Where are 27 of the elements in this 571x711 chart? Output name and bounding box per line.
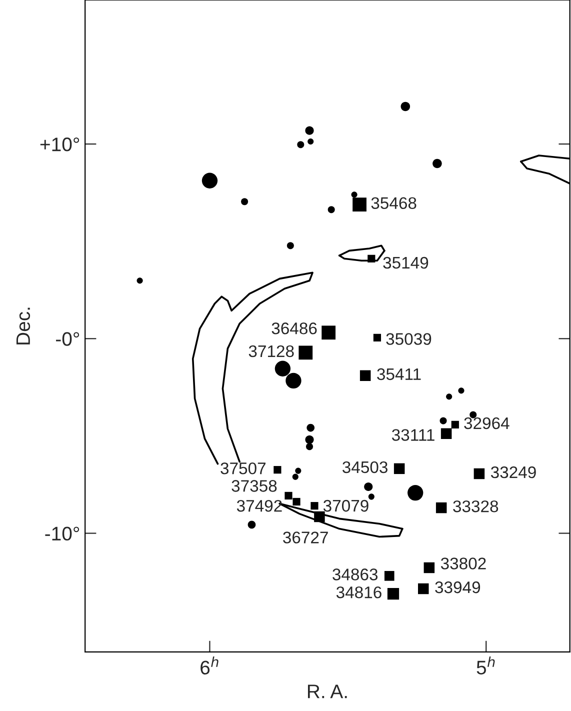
annotation: 33802	[440, 558, 486, 570]
x-tick-label: 5$^{h}$	[476, 656, 495, 674]
annotation: 34863	[332, 568, 378, 580]
annotation: 33328	[453, 500, 498, 512]
annotation: 37358	[232, 480, 277, 492]
x-axis-title: R. A.	[308, 684, 347, 698]
y-axis-title: Dec.	[16, 308, 30, 344]
y-tick-label: -0°	[56, 332, 80, 346]
annotation: 37492	[236, 500, 282, 512]
annotation: 35468	[371, 197, 416, 210]
annotation: 33249	[490, 466, 536, 478]
annotation: 33111	[392, 429, 434, 441]
y-tick-label: -10°	[45, 526, 80, 541]
annotation: 36727	[283, 532, 328, 544]
annotation: 34503	[342, 461, 388, 474]
annotation: 35039	[386, 333, 432, 345]
x-tick-label: 6$^{h}$	[200, 656, 218, 674]
annotation: 34816	[336, 586, 382, 598]
annotation: 32964	[464, 417, 510, 430]
annotation: 35411	[377, 368, 421, 380]
annotation: 33949	[435, 581, 480, 594]
annotation: 35149	[383, 256, 428, 269]
annotation: 36486	[272, 322, 317, 334]
annotation: 37079	[323, 500, 368, 512]
annotation: 37128	[248, 345, 294, 358]
annotation: 37507	[220, 462, 266, 474]
y-tick-label: +10°	[40, 137, 80, 152]
